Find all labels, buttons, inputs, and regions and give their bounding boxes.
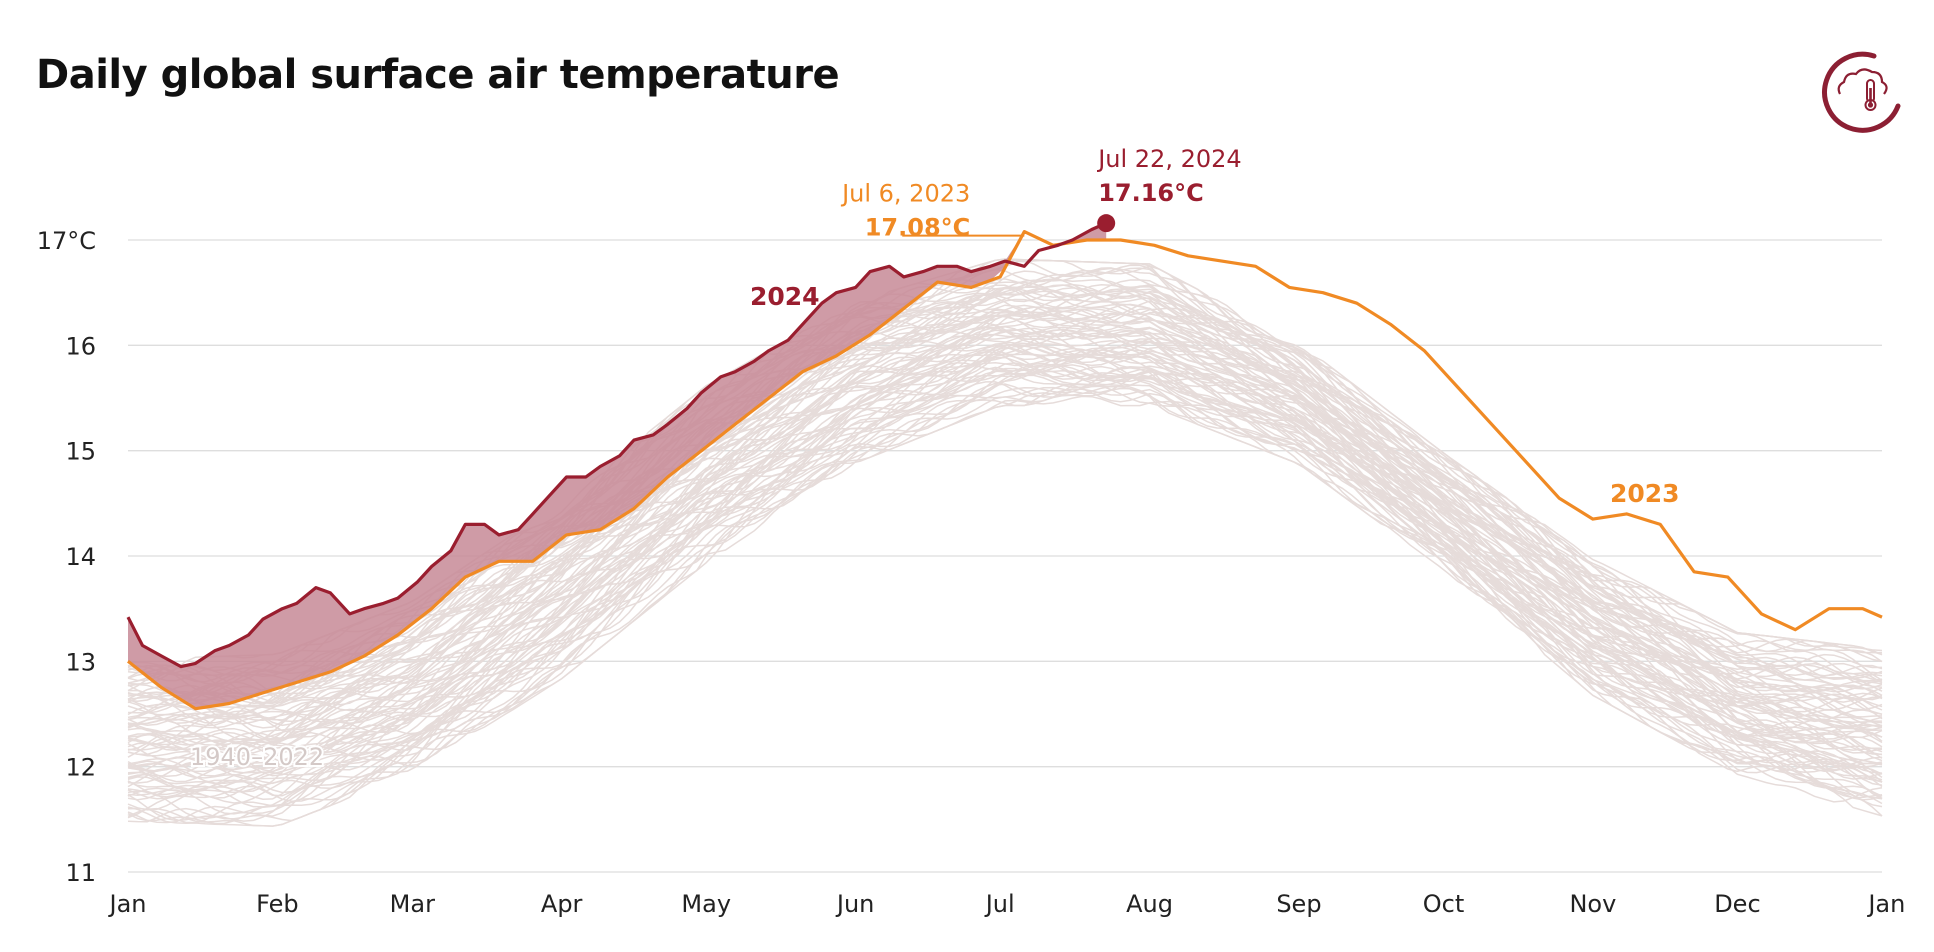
line-2023 <box>127 230 1883 711</box>
y-tick-label: 11 <box>65 859 96 887</box>
x-tick-label: Aug <box>1126 890 1173 918</box>
historical-label: 1940–2022 <box>190 743 324 771</box>
historical-line <box>127 328 1883 754</box>
annotation-2024-date: Jul 22, 2024 <box>1096 145 1241 173</box>
series-lines <box>126 221 1883 711</box>
historical-line <box>127 338 1883 801</box>
historical-line <box>127 337 1883 798</box>
x-tick-label: Jan <box>108 890 147 918</box>
series-label-2023: 2023 <box>1610 479 1680 508</box>
x-tick-label: Dec <box>1714 890 1760 918</box>
historical-line <box>127 346 1883 793</box>
y-tick-labels: 11 12 13 14 15 16 17°C <box>37 227 96 887</box>
historical-line <box>127 316 1883 764</box>
copernicus-thermometer-logo-icon <box>1822 51 1901 133</box>
chart-title: Daily global surface air temperature <box>36 52 840 98</box>
historical-line <box>127 286 1883 705</box>
y-tick-label: 15 <box>65 438 96 466</box>
annotation-2023-value: 17.08°C <box>865 214 971 242</box>
historical-line <box>127 370 1883 825</box>
annotation-2024-value: 17.16°C <box>1098 179 1204 207</box>
y-tick-label: 16 <box>65 332 96 360</box>
historical-line <box>127 307 1883 767</box>
historical-line <box>127 284 1883 695</box>
x-tick-label: May <box>681 890 731 918</box>
annotation-2024-marker <box>1097 214 1116 233</box>
x-tick-label: Mar <box>390 890 435 918</box>
historical-lines-1940-2022 <box>127 258 1883 827</box>
historical-line <box>127 371 1883 824</box>
x-tick-label: Nov <box>1569 890 1616 918</box>
series-label-2024: 2024 <box>750 282 820 311</box>
grid-lines <box>128 239 1882 873</box>
historical-line <box>127 294 1883 703</box>
x-tick-label: Oct <box>1423 890 1465 918</box>
x-tick-label: Jan <box>1866 890 1905 918</box>
historical-line <box>127 308 1883 725</box>
x-tick-label: Apr <box>541 890 583 918</box>
annotation-2023-date: Jul 6, 2023 <box>840 180 970 208</box>
historical-line <box>127 326 1883 751</box>
y-tick-label: 17°C <box>37 227 96 255</box>
fill-2024-above-2023 <box>128 223 1107 709</box>
y-tick-label: 13 <box>65 648 96 676</box>
historical-line <box>127 364 1883 805</box>
historical-line <box>127 342 1883 765</box>
x-tick-label: Jul <box>984 890 1015 918</box>
historical-line <box>127 381 1883 817</box>
y-tick-label: 12 <box>65 754 96 782</box>
historical-line <box>127 327 1883 755</box>
historical-line <box>127 366 1883 824</box>
historical-line <box>127 365 1883 800</box>
historical-line <box>127 320 1883 773</box>
x-tick-label: Feb <box>256 890 299 918</box>
historical-line <box>127 286 1883 704</box>
historical-line <box>127 328 1883 776</box>
historical-line <box>127 278 1883 683</box>
annotation-2023-peak: Jul 6, 2023 17.08°C <box>840 180 1025 242</box>
historical-line <box>127 307 1883 727</box>
y-tick-label: 14 <box>65 543 96 571</box>
historical-line <box>127 372 1883 822</box>
line-2024 <box>126 221 1107 669</box>
x-tick-label: Sep <box>1276 890 1321 918</box>
area-2024-fill <box>128 223 1107 709</box>
historical-line <box>127 302 1883 715</box>
x-tick-label: Jun <box>835 890 875 918</box>
x-tick-labels: Jan Feb Mar Apr May Jun Jul Aug Sep Oct Nov Dec Jan <box>108 890 1906 918</box>
annotation-2024-peak: Jul 22, 2024 17.16°C <box>1096 145 1242 233</box>
historical-line <box>127 278 1883 716</box>
historical-line <box>127 285 1883 727</box>
